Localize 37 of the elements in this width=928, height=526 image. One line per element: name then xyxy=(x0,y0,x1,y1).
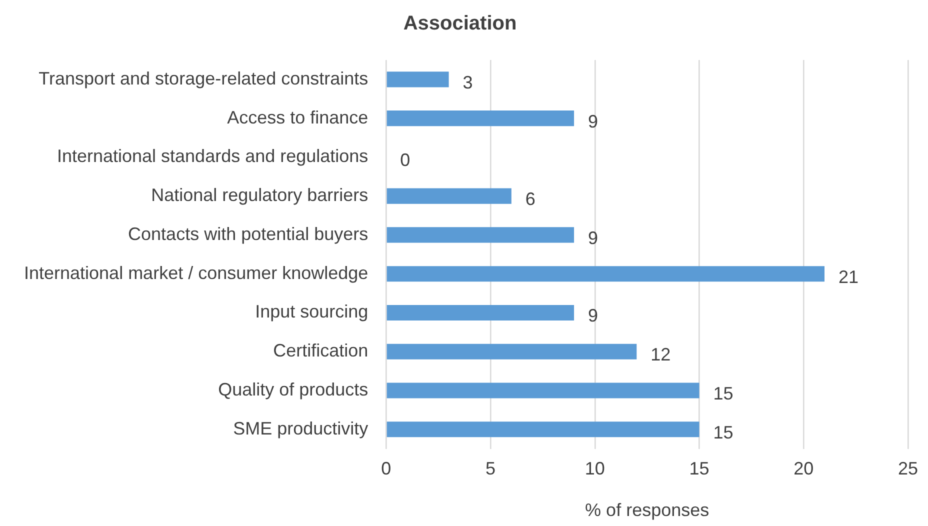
y-tick-label: Input sourcing xyxy=(255,302,368,322)
y-tick-label: Certification xyxy=(273,340,368,361)
y-tick-label: SME productivity xyxy=(233,418,368,438)
bar xyxy=(386,266,824,282)
bar xyxy=(386,188,512,204)
chart-title: Association xyxy=(403,12,517,35)
data-label: 12 xyxy=(650,344,671,365)
bar xyxy=(386,110,574,126)
y-tick-label: International standards and regulations xyxy=(56,146,368,166)
x-tick-label: 25 xyxy=(898,458,918,479)
data-label: 21 xyxy=(838,266,859,287)
y-tick-label: Access to finance xyxy=(227,107,368,128)
data-label: 3 xyxy=(462,72,473,92)
data-label: 15 xyxy=(713,422,734,442)
y-tick-label: Quality of products xyxy=(218,379,368,400)
bar xyxy=(386,422,700,438)
bar xyxy=(386,304,574,320)
bar xyxy=(386,72,449,88)
x-tick-label: 5 xyxy=(486,458,496,479)
data-label: 0 xyxy=(400,150,410,170)
data-label: 15 xyxy=(713,383,734,404)
y-tick-label: Transport and storage-related constraints xyxy=(38,68,368,88)
x-tick-label: 20 xyxy=(794,458,814,479)
x-tick-label: 0 xyxy=(381,458,392,479)
x-tick-label: 15 xyxy=(689,458,710,479)
data-label: 9 xyxy=(588,228,598,248)
bar xyxy=(386,382,700,398)
bar xyxy=(386,344,637,360)
data-label: 9 xyxy=(588,306,598,326)
data-label: 9 xyxy=(588,111,598,132)
y-tick-label: National regulatory barriers xyxy=(151,185,368,206)
x-axis-title: % of responses xyxy=(585,500,710,520)
bar xyxy=(386,227,574,243)
y-tick-label: International market / consumer knowledge xyxy=(24,262,368,283)
x-tick-label: 10 xyxy=(584,458,605,479)
y-tick-label: Contacts with potential buyers xyxy=(128,224,368,244)
data-label: 6 xyxy=(525,189,536,210)
